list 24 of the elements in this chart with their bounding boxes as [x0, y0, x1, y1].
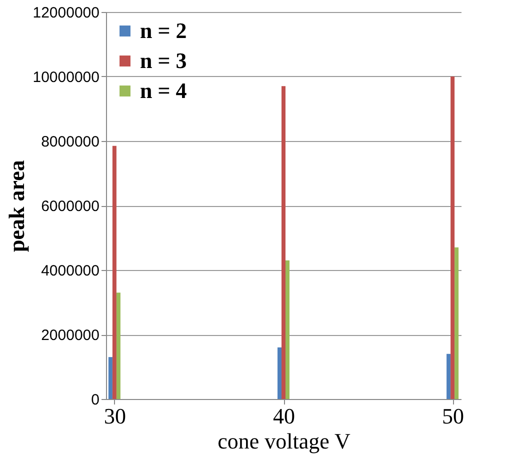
bar: [108, 357, 112, 399]
x-tick-label: 30: [104, 404, 126, 428]
y-tick-label: 6000000: [41, 198, 100, 215]
bar: [112, 146, 116, 399]
y-tick-label: 0: [91, 392, 100, 408]
bar: [450, 76, 455, 399]
bar: [446, 354, 451, 399]
y-tick-label: 2000000: [41, 327, 100, 344]
legend-label: n = 2: [140, 18, 187, 43]
bar: [282, 86, 286, 399]
x-tick-label: 50: [442, 404, 464, 428]
x-tick-label: 40: [273, 404, 295, 428]
bar: [278, 347, 282, 399]
legend-label: n = 4: [140, 78, 187, 103]
x-axis-title: cone voltage V: [218, 428, 350, 454]
y-axis-title: peak area: [4, 160, 29, 252]
y-tick-label: 8000000: [41, 134, 100, 150]
bar: [454, 247, 459, 399]
y-tick-label: 12000000: [32, 4, 100, 22]
bar: [116, 292, 120, 399]
bar: [286, 260, 290, 399]
legend-label: n = 3: [140, 48, 187, 73]
y-tick-label: 4000000: [41, 262, 100, 280]
y-tick-label: 10000000: [32, 69, 100, 86]
